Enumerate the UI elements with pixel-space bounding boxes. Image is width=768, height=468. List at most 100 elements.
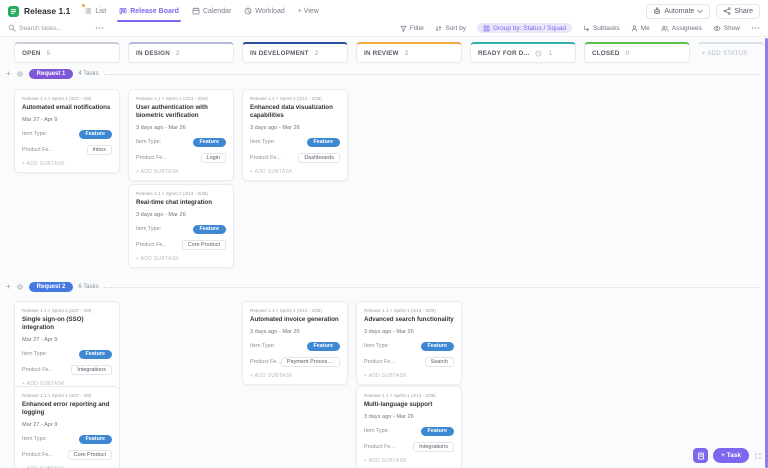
task-title[interactable]: Enhanced data visualization capabilities	[250, 104, 333, 119]
item-type-value[interactable]: Feature	[420, 341, 454, 351]
product-feature-value[interactable]: Payment Processing	[280, 356, 340, 367]
item-type-value[interactable]: Feature	[78, 129, 112, 139]
task-dates[interactable]: Mar 27 - Apr 9	[22, 421, 58, 428]
column-header-ready-for-deploy[interactable]: READY FOR D... 1	[470, 42, 576, 63]
task-title[interactable]: Automated invoice generation	[250, 316, 339, 323]
task-breadcrumb: Release 1.1 > Sprint 1 (3/13 - 3/26)	[136, 96, 208, 101]
add-subtask-button[interactable]: + ADD SUBTASK	[136, 168, 179, 175]
task-dates[interactable]: 3 days ago - Mar 26	[250, 328, 300, 335]
lane-settings-icon[interactable]	[16, 70, 24, 78]
top-bar: Release 1.1 List Release Board Calendar …	[0, 0, 768, 22]
group-by-button[interactable]: Group by: Status / Squad	[476, 23, 572, 33]
task-dates[interactable]: 3 days ago - Mar 26	[364, 328, 414, 335]
search-more-icon[interactable]	[95, 26, 104, 30]
product-feature-value[interactable]: Integrations	[413, 441, 454, 452]
vertical-scrollbar[interactable]	[765, 38, 768, 468]
task-card[interactable]: Release 1.1 > Sprint 2 (3/27 - 4/9) Sing…	[14, 301, 120, 393]
toolbar-more-icon[interactable]	[751, 26, 760, 30]
task-title[interactable]: User authentication with biometric verif…	[136, 104, 208, 119]
task-dates[interactable]: 3 days ago - Mar 26	[136, 211, 186, 218]
product-feature-label: Product Fe...	[136, 241, 167, 248]
lane-pill[interactable]: Request 2	[28, 282, 74, 292]
add-subtask-button[interactable]: + ADD SUBTASK	[364, 457, 407, 464]
item-type-value[interactable]: Feature	[192, 137, 226, 147]
chevron-down-icon[interactable]	[697, 9, 704, 14]
task-dates[interactable]: 3 days ago - Mar 26	[364, 413, 414, 420]
task-title[interactable]: Real-time chat integration	[136, 199, 212, 206]
product-feature-value[interactable]: Integrations	[71, 364, 112, 375]
sort-icon	[436, 25, 442, 31]
add-subtask-button[interactable]: + ADD SUBTASK	[136, 255, 179, 262]
task-title[interactable]: Automated email notifications	[22, 104, 111, 111]
tab-calendar[interactable]: Calendar	[192, 0, 231, 22]
add-view-button[interactable]: + View	[298, 0, 319, 22]
task-title[interactable]: Single sign-on (SSO) integration	[22, 316, 84, 331]
add-subtask-button[interactable]: + ADD SUBTASK	[22, 380, 65, 387]
docs-button[interactable]	[693, 448, 709, 463]
share-button[interactable]: Share	[716, 3, 760, 19]
board-icon	[119, 7, 127, 15]
filter-button[interactable]: Filter	[400, 25, 424, 32]
automate-button[interactable]: Automate	[646, 3, 711, 19]
product-feature-value[interactable]: Search	[424, 356, 454, 367]
search-box[interactable]	[8, 24, 77, 32]
item-type-value[interactable]: Feature	[78, 349, 112, 359]
show-label: Show	[723, 24, 740, 32]
item-type-value[interactable]: Feature	[306, 137, 340, 147]
add-subtask-button[interactable]: + ADD SUBTASK	[250, 168, 293, 175]
task-card[interactable]: Release 1.1 > Sprint 1 (3/13 - 3/26) Mul…	[356, 386, 462, 468]
grip-icon[interactable]	[754, 452, 762, 460]
product-feature-value[interactable]: Core Product	[181, 239, 226, 250]
item-type-value[interactable]: Feature	[306, 341, 340, 351]
task-card[interactable]: Release 1.1 > Sprint 1 (3/13 - 3/26) Rea…	[128, 184, 234, 268]
column-header-closed[interactable]: CLOSED 0	[584, 42, 690, 63]
column-header-in-review[interactable]: IN REVIEW 2	[356, 42, 462, 63]
add-subtask-button[interactable]: + ADD SUBTASK	[364, 372, 407, 379]
tab-release-board[interactable]: Release Board	[117, 0, 181, 22]
product-feature-value[interactable]: Dashboards	[298, 152, 340, 163]
me-button[interactable]: Me	[631, 25, 650, 32]
search-input[interactable]	[19, 24, 77, 32]
product-feature-value[interactable]: Inbox	[86, 144, 112, 155]
add-task-button[interactable]: + Task	[713, 448, 749, 463]
task-card[interactable]: Release 1.1 > Sprint 1 (3/13 - 3/26) Adv…	[356, 301, 462, 385]
add-subtask-button[interactable]: + ADD SUBTASK	[22, 466, 112, 468]
column-header-in-design[interactable]: IN DESIGN 2	[128, 42, 234, 63]
assignees-button[interactable]: Assignees	[661, 25, 702, 32]
column-header-open[interactable]: OPEN 5	[14, 42, 120, 63]
task-dates[interactable]: Mar 27 - Apr 9	[22, 116, 58, 123]
lane-settings-icon[interactable]	[16, 283, 24, 291]
item-type-value[interactable]: Feature	[78, 434, 112, 444]
item-type-value[interactable]: Feature	[192, 224, 226, 234]
add-subtask-button[interactable]: + ADD SUBTASK	[250, 372, 293, 379]
product-feature-value[interactable]: Core Product	[67, 449, 112, 460]
task-card[interactable]: Release 1.1 > Sprint 1 (3/13 - 3/26) Enh…	[242, 89, 348, 181]
column-label: CLOSED	[592, 49, 620, 57]
task-breadcrumb: Release 1.1 > Sprint 1 (3/13 - 3/26)	[136, 191, 208, 196]
task-card[interactable]: Release 1.1 > Sprint 2 (3/27 - 4/9) Enha…	[14, 386, 120, 468]
item-type-value[interactable]: Feature	[420, 426, 454, 436]
task-dates[interactable]: 3 days ago - Mar 26	[250, 124, 300, 131]
task-title[interactable]: Enhanced error reporting and logging	[22, 401, 110, 416]
product-feature-value[interactable]: Login	[200, 152, 226, 163]
task-title[interactable]: Multi-language support	[364, 401, 433, 408]
subtasks-button[interactable]: Subtasks	[583, 25, 620, 32]
task-card[interactable]: Release 1.1 > Sprint 1 (3/13 - 3/26) Use…	[128, 89, 234, 181]
tab-workload[interactable]: Workload	[244, 0, 285, 22]
task-dates[interactable]: 3 days ago - Mar 26	[136, 124, 186, 131]
add-subtask-button[interactable]: + ADD SUBTASK	[22, 160, 65, 167]
lane-pill[interactable]: Request 1	[28, 69, 74, 79]
tab-list[interactable]: List	[82, 0, 106, 22]
column-header-in-development[interactable]: IN DEVELOPMENT 2	[242, 42, 348, 63]
task-card[interactable]: Release 1.1 > Sprint 2 (3/27 - 4/9) Auto…	[14, 89, 120, 173]
lane-expand-icon[interactable]: +	[6, 69, 11, 78]
add-status-button[interactable]: + ADD STATUS	[698, 42, 764, 63]
show-button[interactable]: Show	[713, 25, 740, 32]
sort-by-button[interactable]: Sort by	[435, 25, 466, 32]
task-title[interactable]: Advanced search functionality	[364, 316, 454, 323]
task-breadcrumb: Release 1.1 > Sprint 2 (3/27 - 4/9)	[22, 308, 92, 313]
task-dates[interactable]: Mar 27 - Apr 9	[22, 336, 58, 343]
task-card[interactable]: Release 1.1 > Sprint 1 (3/13 - 3/26) Aut…	[242, 301, 348, 385]
lane-expand-icon[interactable]: +	[6, 282, 11, 291]
column-label: OPEN	[22, 49, 41, 57]
